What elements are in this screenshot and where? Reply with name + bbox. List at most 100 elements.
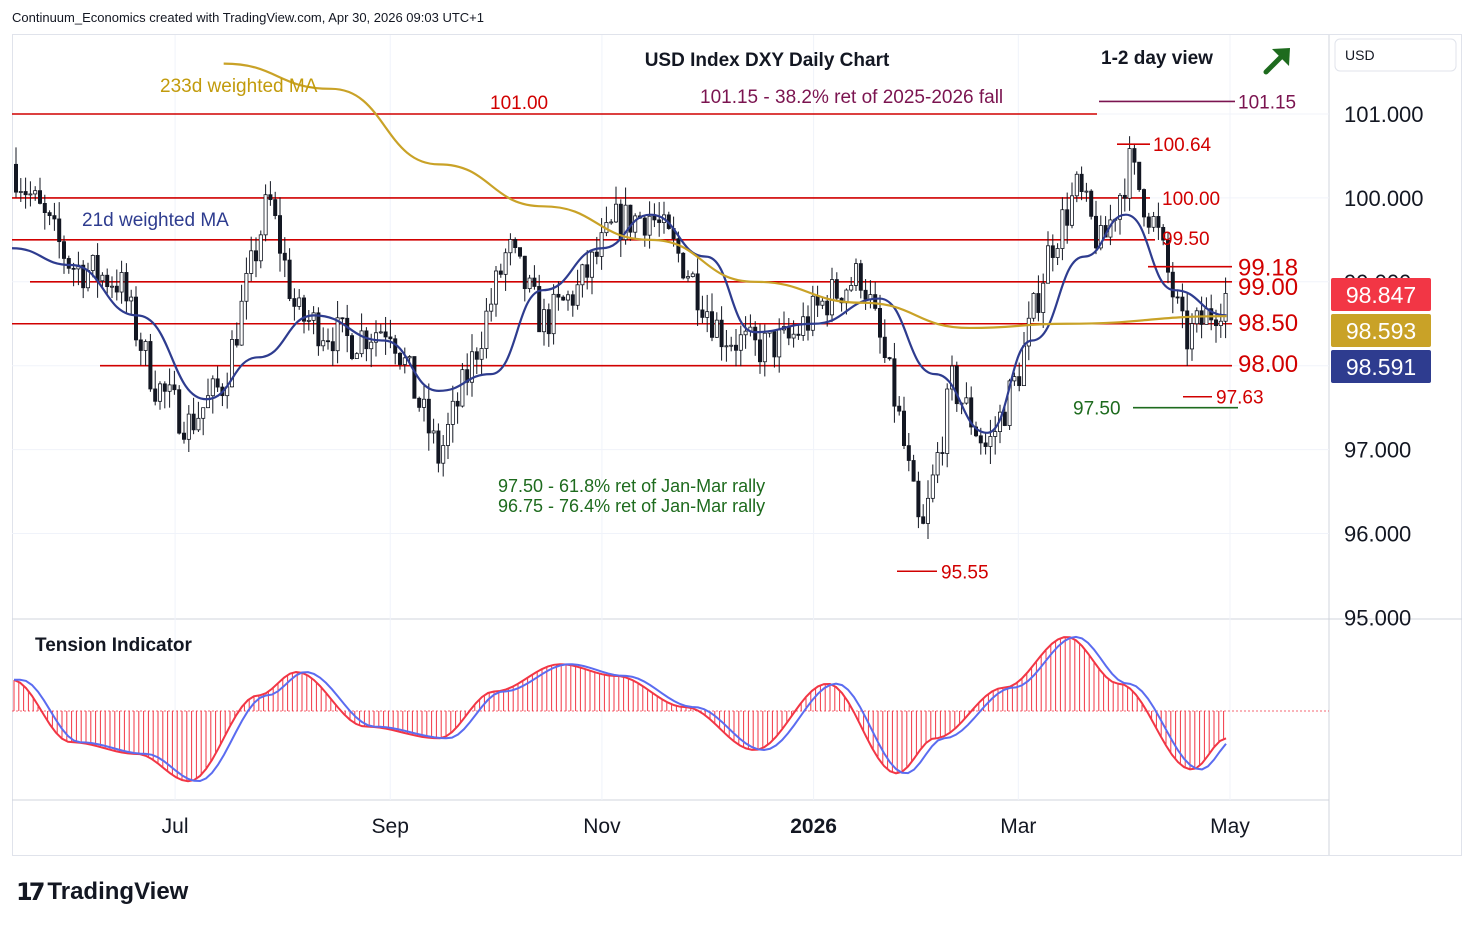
- candle-body: [628, 204, 633, 233]
- candle-body: [330, 341, 335, 352]
- currency-button[interactable]: USD: [1334, 38, 1457, 72]
- candle-body: [47, 212, 52, 217]
- candle: [378, 324, 383, 334]
- candle: [954, 361, 959, 412]
- candle: [330, 327, 335, 366]
- candle-body: [1094, 215, 1099, 249]
- candle: [710, 293, 715, 342]
- candle: [90, 254, 95, 278]
- candle-body: [441, 445, 446, 464]
- candle-body: [450, 400, 455, 425]
- candle: [100, 272, 105, 289]
- candle: [681, 252, 686, 280]
- candle-body: [551, 293, 556, 335]
- candle-body: [177, 389, 182, 434]
- candle: [239, 284, 244, 346]
- candle: [301, 294, 306, 334]
- candle-body: [700, 309, 705, 318]
- candle: [177, 385, 182, 435]
- candle-body: [1026, 317, 1031, 347]
- candle: [1146, 212, 1151, 234]
- candle: [623, 187, 628, 245]
- candle: [460, 363, 465, 408]
- candle: [335, 300, 340, 364]
- candle-body: [157, 383, 162, 402]
- candle-body: [710, 311, 715, 338]
- candle-body: [105, 274, 110, 288]
- candle-body: [873, 294, 878, 309]
- candle: [431, 418, 436, 444]
- candle: [762, 324, 767, 377]
- candle: [263, 184, 268, 242]
- candle: [321, 327, 326, 352]
- price-tick-label: 100.000: [1344, 186, 1424, 211]
- candle: [220, 383, 225, 407]
- candle: [566, 290, 571, 311]
- candle: [162, 381, 167, 409]
- tradingview-logo-text: TradingView: [47, 878, 189, 905]
- candle: [906, 432, 911, 472]
- candle: [570, 290, 575, 317]
- candle-body: [810, 295, 815, 331]
- candle-body: [906, 445, 911, 461]
- candle: [690, 271, 695, 278]
- tradingview-logo[interactable]: 17 TradingView: [16, 878, 188, 906]
- candle-body: [935, 452, 940, 476]
- candle: [503, 248, 508, 291]
- candle-body: [969, 397, 974, 428]
- candle-body: [772, 331, 777, 358]
- candle-body: [1079, 173, 1084, 193]
- candle: [1026, 301, 1031, 361]
- candle-body: [1223, 293, 1228, 322]
- price-badge-box: [1331, 350, 1431, 383]
- candle-body: [498, 270, 503, 275]
- candle-body: [62, 241, 67, 259]
- candle: [926, 480, 931, 540]
- candle: [734, 328, 739, 367]
- candle-body: [421, 398, 426, 408]
- candle: [935, 442, 940, 484]
- candle: [594, 236, 599, 265]
- candle-body: [945, 388, 950, 454]
- candle: [474, 347, 479, 375]
- candle: [940, 436, 945, 466]
- candle: [657, 202, 662, 237]
- candle: [508, 233, 513, 266]
- candle: [1170, 262, 1175, 314]
- candle-body: [42, 203, 47, 214]
- candle-body: [566, 294, 571, 301]
- candle-body: [690, 273, 695, 277]
- candle-body: [954, 365, 959, 405]
- candle-body: [647, 215, 652, 236]
- candle-body: [1060, 209, 1065, 249]
- candle: [388, 319, 393, 349]
- candle: [1137, 161, 1142, 192]
- marker-label-100.64: 100.64: [1153, 135, 1212, 156]
- candle: [210, 375, 215, 414]
- candle-body: [599, 232, 604, 257]
- candle-body: [52, 215, 57, 220]
- candle: [1065, 192, 1070, 244]
- price-badge: 98.593: [1331, 314, 1431, 347]
- candle-body: [426, 398, 431, 434]
- candle-body: [585, 264, 590, 278]
- candle: [306, 310, 311, 331]
- chart-caption: Continuum_Economics created with Trading…: [12, 10, 484, 25]
- candle-body: [273, 199, 278, 216]
- candle: [181, 421, 186, 444]
- candle: [522, 255, 527, 302]
- candle-body: [1098, 225, 1103, 249]
- candle-body: [244, 273, 249, 302]
- candle-body: [13, 163, 18, 193]
- candle-body: [652, 215, 657, 221]
- candle: [930, 464, 935, 503]
- candle-body: [657, 219, 662, 223]
- candle-body: [705, 311, 710, 318]
- candle: [402, 347, 407, 374]
- candle: [902, 396, 907, 450]
- marker-label-97.50: 97.50: [1073, 399, 1121, 420]
- candle: [1017, 362, 1022, 392]
- candle-body: [388, 336, 393, 340]
- candle: [167, 368, 172, 408]
